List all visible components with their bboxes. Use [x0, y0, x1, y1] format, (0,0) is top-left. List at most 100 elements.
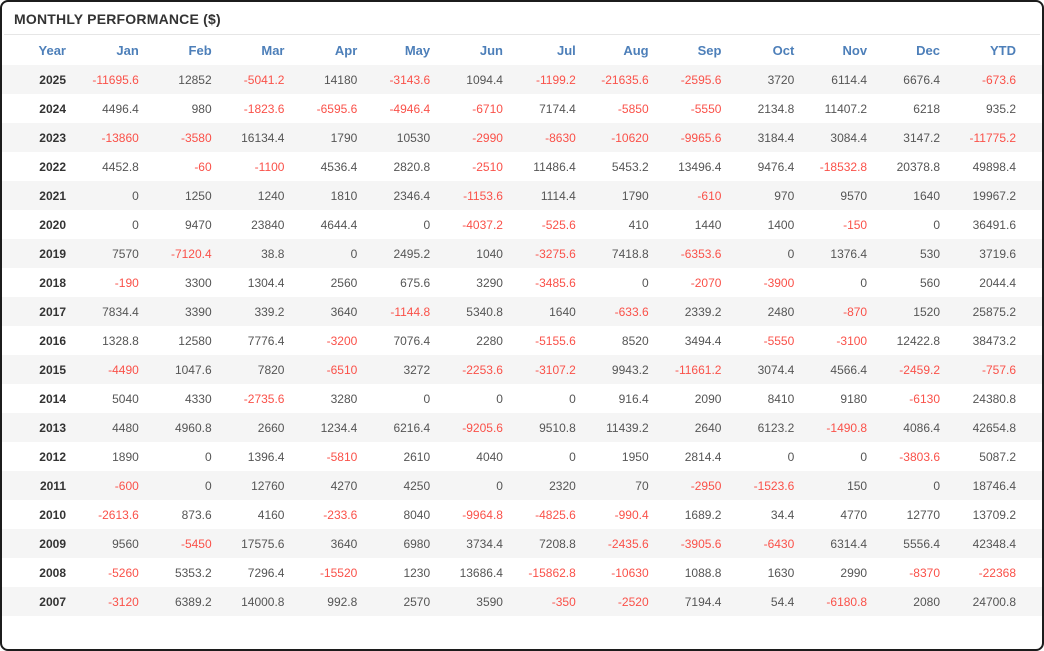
value-cell: 1950	[621, 449, 649, 464]
value-cell: -2435.6	[607, 536, 649, 551]
table-row: 2022 4452.8 -60 -1100 4536.4 2820.8 -2510 11486…	[2, 152, 1042, 181]
value-cell: -2950	[690, 478, 722, 493]
value-cell: 2660	[257, 420, 285, 435]
value-cell: 2560	[330, 275, 358, 290]
value-cell: 7570	[112, 246, 139, 261]
value-cell: 6216.4	[393, 420, 431, 435]
year-cell: 2025	[39, 72, 66, 87]
value-cell: 3390	[184, 304, 212, 319]
value-cell: 0	[569, 391, 576, 406]
value-cell: -525.6	[541, 217, 576, 232]
value-cell: -6430	[763, 536, 795, 551]
value-cell: -1490.8	[826, 420, 868, 435]
year-cell: 2013	[39, 420, 66, 435]
value-cell: 1520	[913, 304, 940, 319]
table-row: 2018 -190 3300 1304.4 2560 675.6 3290 -3485.6 0 -…	[2, 268, 1042, 297]
value-cell: 9570	[840, 188, 868, 203]
value-cell: 1234.4	[320, 420, 358, 435]
value-cell: 2990	[840, 565, 868, 580]
value-cell: -870	[843, 304, 868, 319]
value-cell: 2610	[403, 449, 431, 464]
value-cell: 1790	[330, 130, 358, 145]
value-cell: 530	[919, 246, 940, 261]
value-cell: -11661.2	[674, 362, 722, 377]
value-cell: 0	[860, 449, 868, 464]
value-cell: 8520	[621, 333, 649, 348]
value-cell: 12852	[178, 72, 212, 87]
value-cell: 992.8	[327, 594, 358, 609]
value-cell: 13496.4	[678, 159, 722, 174]
value-cell: -3803.6	[899, 449, 940, 464]
value-cell: 4160	[257, 507, 285, 522]
value-cell: -22368	[978, 565, 1016, 580]
column-header-sep: Sep	[697, 43, 722, 58]
value-cell: 2814.4	[684, 449, 722, 464]
table-row: 2013 4480 4960.8 2660 1234.4 6216.4 -9205.6 951…	[2, 413, 1042, 442]
value-cell: 0	[423, 217, 431, 232]
value-cell: 2280	[476, 333, 503, 348]
value-cell: 1094.4	[466, 72, 503, 87]
value-cell: 2134.8	[757, 101, 795, 116]
value-cell: 4770	[840, 507, 868, 522]
value-cell: 0	[204, 449, 212, 464]
value-cell: 1890	[112, 449, 139, 464]
value-cell: 7194.4	[684, 594, 722, 609]
value-cell: 7776.4	[247, 333, 285, 348]
value-cell: -2520	[617, 594, 649, 609]
value-cell: 13686.4	[459, 565, 503, 580]
value-cell: -1100	[254, 159, 285, 174]
value-cell: 2640	[694, 420, 722, 435]
value-cell: -13860	[101, 130, 139, 145]
table-row: 2025 -11695.6 12852 -5041.2 14180 -3143.6 1094…	[2, 65, 1042, 94]
value-cell: 25875.2	[972, 304, 1016, 319]
value-cell: 1790	[621, 188, 649, 203]
column-header-ytd: YTD	[990, 43, 1016, 58]
value-cell: -8630	[545, 130, 576, 145]
value-cell: 9560	[112, 536, 139, 551]
value-cell: 2480	[767, 304, 795, 319]
value-cell: 3590	[476, 594, 503, 609]
column-header-dec: Dec	[916, 43, 940, 58]
value-cell: 12760	[251, 478, 285, 493]
value-cell: 42654.8	[972, 420, 1016, 435]
year-cell: 2022	[39, 159, 66, 174]
value-cell: -5041.2	[243, 72, 285, 87]
value-cell: -15520	[319, 565, 358, 580]
value-cell: 42348.4	[972, 536, 1016, 551]
value-cell: 23840	[251, 217, 285, 232]
column-header-jan: Jan	[116, 43, 139, 58]
year-cell: 2015	[39, 362, 66, 377]
value-cell: 4644.4	[320, 217, 358, 232]
table-row: 2021 0 1250 1240 1810 2346.4 -1153.6 1114.4 1790…	[2, 181, 1042, 210]
value-cell: 3640	[330, 536, 358, 551]
value-cell: -3120	[108, 594, 139, 609]
value-cell: -11775.2	[969, 130, 1016, 145]
year-cell: 2023	[39, 130, 66, 145]
value-cell: 3084.4	[830, 130, 868, 145]
value-cell: -6130	[909, 391, 940, 406]
value-cell: -1199.2	[535, 72, 576, 87]
header-row: Year Jan Feb Mar Apr May Jun Jul Aug Sep Oct Nov Dec…	[2, 35, 1042, 65]
value-cell: 6114.4	[831, 72, 868, 87]
value-cell: -3275.6	[535, 246, 576, 261]
value-cell: -6180.8	[826, 594, 868, 609]
value-cell: 0	[787, 449, 795, 464]
value-cell: 1630	[767, 565, 795, 580]
value-cell: 4480	[112, 420, 139, 435]
value-cell: 8410	[767, 391, 795, 406]
value-cell: 1250	[184, 188, 212, 203]
table-row: 2009 9560 -5450 17575.6 3640 6980 3734.4 7208.8…	[2, 529, 1042, 558]
table-row: 2020 0 9470 23840 4644.4 0 -4037.2 -525.6 410 144…	[2, 210, 1042, 239]
value-cell: -5550	[763, 333, 795, 348]
value-cell: 6314.4	[830, 536, 868, 551]
value-cell: 4040	[476, 449, 503, 464]
value-cell: 4330	[184, 391, 212, 406]
column-header-nov: Nov	[842, 43, 868, 58]
table-row: 2016 1328.8 12580 7776.4 -3200 7076.4 2280 -515…	[2, 326, 1042, 355]
table-header: Year Jan Feb Mar Apr May Jun Jul Aug Sep Oct Nov Dec…	[2, 35, 1042, 65]
value-cell: 6218	[913, 101, 940, 116]
value-cell: 54.4	[770, 594, 795, 609]
column-header-mar: Mar	[261, 43, 285, 58]
value-cell: -9205.6	[462, 420, 503, 435]
value-cell: 24700.8	[972, 594, 1016, 609]
